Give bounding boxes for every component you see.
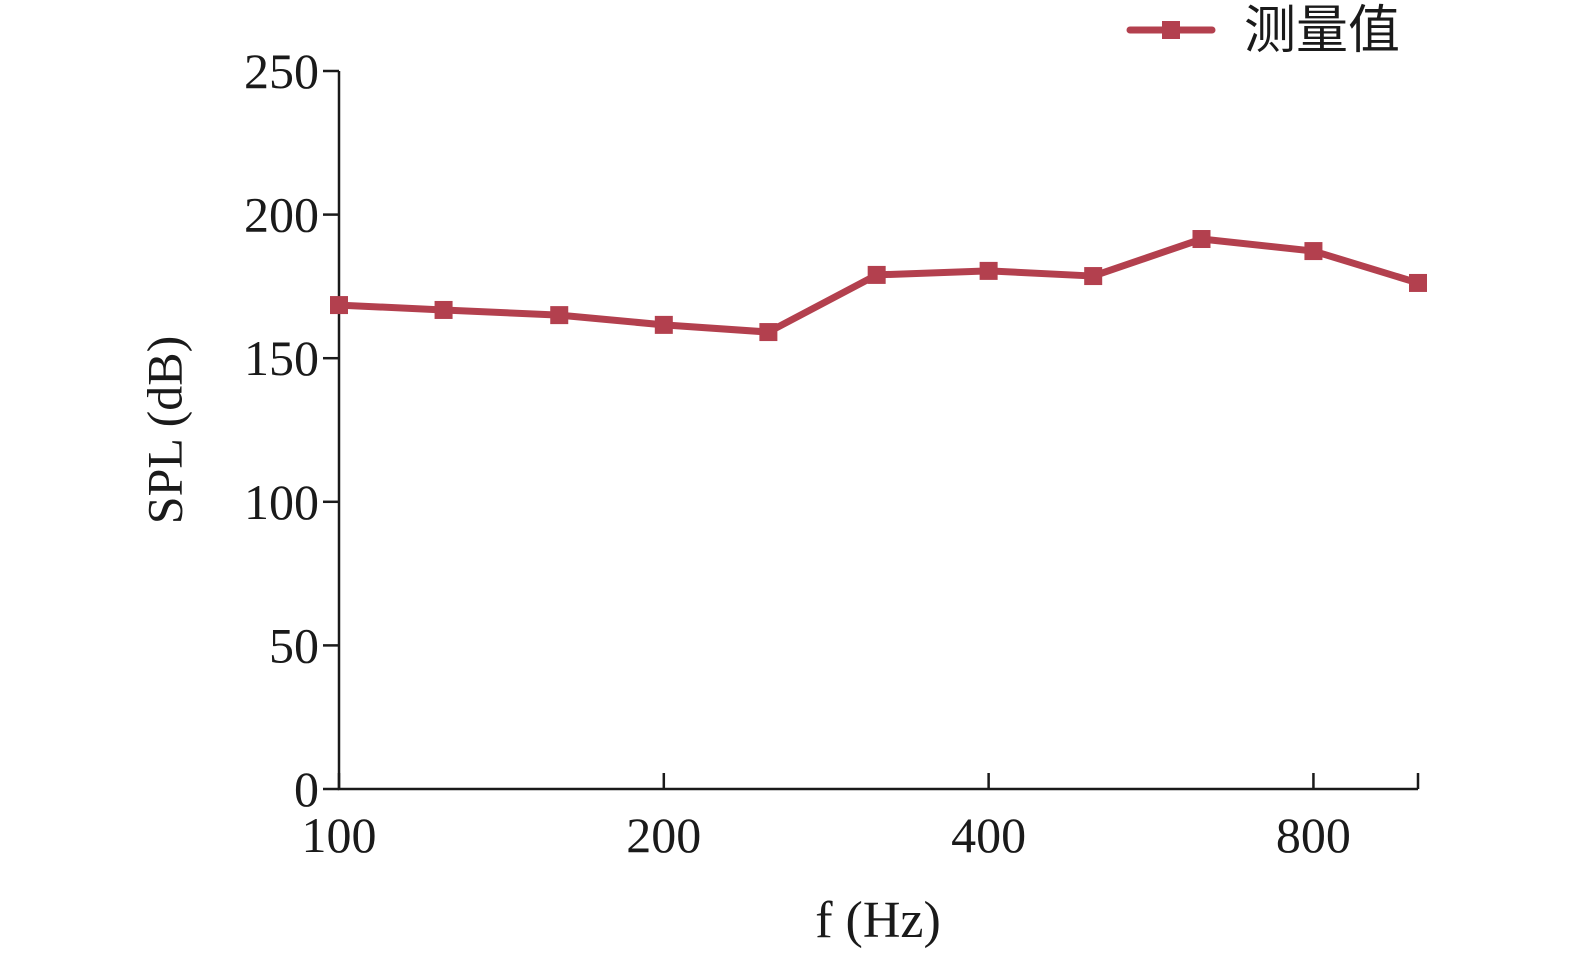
marker [867,265,886,284]
y-tick-label: 200 [244,187,319,243]
x-tick-label: 200 [626,807,701,863]
marker [654,315,673,334]
x-tick-label: 100 [302,807,377,863]
y-tick-label: 0 [294,761,319,817]
x-tick-label: 400 [951,807,1026,863]
marker [1409,273,1427,292]
legend-label: 测量值 [1244,3,1400,60]
y-tick-label: 150 [244,330,319,386]
y-tick-label: 100 [244,474,319,530]
marker [1084,267,1103,286]
x-axis-label: f (Hz) [815,892,941,949]
marker [434,300,453,319]
marker [330,296,348,315]
marker [979,261,998,280]
series-line [338,235,1420,336]
legend-marker [1162,21,1180,39]
marker [1304,242,1323,261]
y-axis-label: SPL (dB) [136,336,192,524]
marker [550,306,569,325]
axes [337,71,1418,791]
marker [759,323,778,342]
y-tick-label: 50 [269,617,319,673]
y-tick-label: 250 [244,43,319,99]
marker [1192,230,1211,249]
x-tick-label: 800 [1276,807,1351,863]
